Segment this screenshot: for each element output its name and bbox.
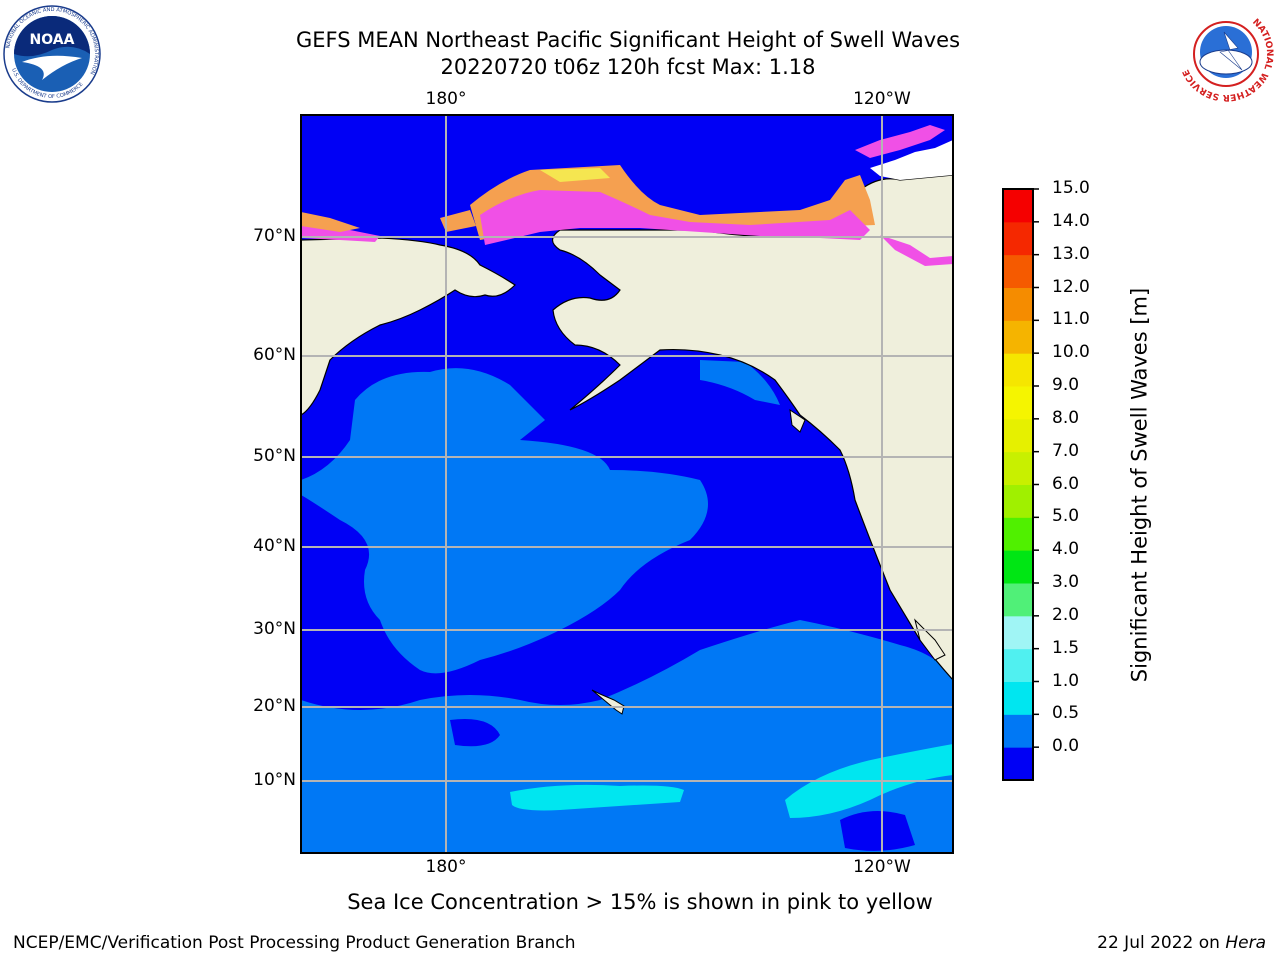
colorbar-tick-label: 3.0 xyxy=(1052,572,1080,592)
map-title: GEFS MEAN Northeast Pacific Significant … xyxy=(295,28,961,52)
lon-label-top-120w: 120°W xyxy=(853,89,911,109)
noaa-logo-text: NOAA xyxy=(30,32,75,48)
colorbar-tick-label: 2.0 xyxy=(1052,604,1080,625)
colorbar-tick-label: 12.0 xyxy=(1052,276,1090,297)
colorbar-segment xyxy=(1003,550,1033,584)
colorbar-segment xyxy=(1003,747,1033,781)
colorbar-tick-label: 0.5 xyxy=(1052,703,1080,724)
lat-label-60: 60°N xyxy=(253,345,296,365)
colorbar-tick-label: 10.0 xyxy=(1052,342,1090,363)
lat-label-20: 20°N xyxy=(253,696,296,716)
lat-label-10: 10°N xyxy=(253,770,296,790)
colorbar-tick-label: 6.0 xyxy=(1052,473,1080,494)
colorbar-segment xyxy=(1003,517,1033,551)
colorbar-segment xyxy=(1003,615,1033,650)
map-gridlines xyxy=(301,115,953,853)
colorbar-tick-label: 4.0 xyxy=(1052,539,1080,560)
colorbar-segment xyxy=(1003,320,1033,354)
colorbar-tick-label: 8.0 xyxy=(1052,407,1080,428)
colorbar-tick-label: 15.0 xyxy=(1052,178,1090,198)
colorbar-segment xyxy=(1003,189,1033,223)
colorbar-tick-label: 1.0 xyxy=(1052,670,1080,691)
colorbar-segment xyxy=(1003,484,1033,518)
colorbar-tick-label: 1.5 xyxy=(1052,637,1080,658)
colorbar-segment xyxy=(1003,451,1033,485)
colorbar-segment xyxy=(1003,254,1033,288)
sea-ice-note: Sea Ice Concentration > 15% is shown in … xyxy=(347,890,933,914)
lon-label-bottom-180: 180° xyxy=(425,857,467,877)
map-subtitle: 20220720 t06z 120h fcst Max: 1.18 xyxy=(440,55,816,79)
footer-date-text: 22 Jul 2022 on xyxy=(1097,933,1226,953)
lon-label-bottom-120w: 120°W xyxy=(853,857,911,877)
colorbar-tick-label: 14.0 xyxy=(1052,210,1090,231)
nws-logo: NATIONAL WEATHER SERVICE xyxy=(1178,6,1274,102)
colorbar-segment xyxy=(1003,221,1033,256)
footer-host: Hera xyxy=(1225,933,1266,953)
colorbar-tick-label: 5.0 xyxy=(1052,506,1080,527)
colorbar-segment xyxy=(1003,418,1033,453)
swell-region-mid-north xyxy=(301,368,708,674)
lon-label-top-180: 180° xyxy=(425,89,467,109)
colorbar-segment xyxy=(1003,353,1033,387)
lat-label-50: 50°N xyxy=(253,446,296,466)
colorbar-tick-label: 0.0 xyxy=(1052,736,1080,757)
lat-label-70: 70°N xyxy=(253,226,296,246)
lat-label-40: 40°N xyxy=(253,536,296,556)
colorbar-tick-label: 11.0 xyxy=(1052,309,1090,330)
colorbar-segment xyxy=(1003,583,1033,617)
colorbar-tick-label: 7.0 xyxy=(1052,440,1080,461)
map-frame xyxy=(300,114,954,854)
sea-ice-pink xyxy=(480,190,870,245)
swell-region-mid-east xyxy=(700,360,780,405)
colorbar-segment xyxy=(1003,386,1033,420)
colorbar-segment xyxy=(1003,714,1033,748)
colorbar-segment xyxy=(1003,287,1033,321)
footer-date: 22 Jul 2022 on Hera xyxy=(1097,933,1266,953)
colorbar-label: Significant Height of Swell Waves [m] xyxy=(1127,287,1152,683)
noaa-logo: NOAA NATIONAL OCEANIC AND ATMOSPHERIC AD… xyxy=(3,5,101,103)
colorbar-tick-label: 13.0 xyxy=(1052,243,1090,264)
lat-label-30: 30°N xyxy=(253,619,296,639)
colorbar-segment xyxy=(1003,681,1033,715)
footer-credit: NCEP/EMC/Verification Post Processing Pr… xyxy=(13,933,576,953)
colorbar-segment xyxy=(1003,648,1033,682)
swell-region-high-1 xyxy=(510,784,684,811)
land-north-america xyxy=(551,174,953,681)
swell-region-mid-south xyxy=(301,620,953,853)
land-asia xyxy=(301,237,516,416)
colorbar-tick-label: 9.0 xyxy=(1052,375,1080,395)
